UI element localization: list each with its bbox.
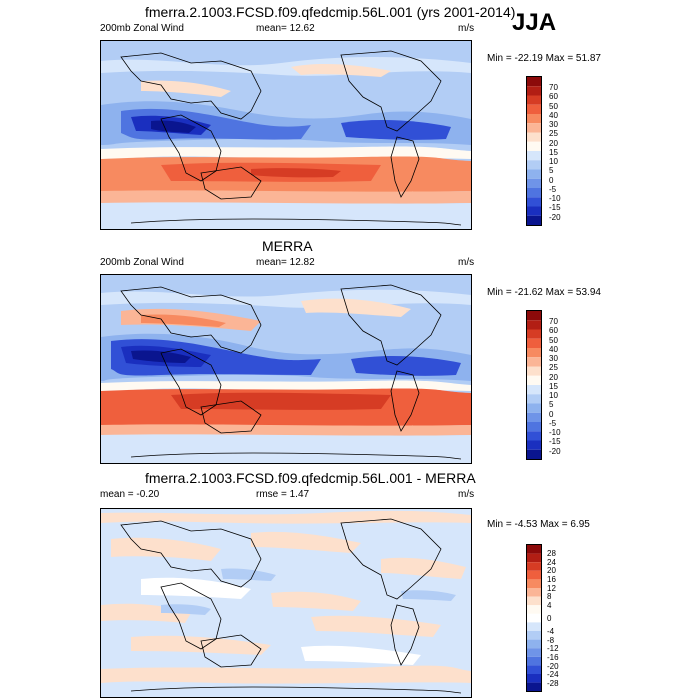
panel3-cb-tick: 20 xyxy=(547,566,556,575)
panel3-cb-tick: 4 xyxy=(547,601,552,610)
panel3-rmse-label: rmse = 1.47 xyxy=(256,489,310,500)
panel2-field-label: 200mb Zonal Wind xyxy=(100,257,184,268)
panel1-cb-tick: 70 xyxy=(549,83,558,92)
panel2-cb-tick: -15 xyxy=(549,437,561,446)
panel3-colorbar xyxy=(526,544,542,692)
panel2-cb-tick: -20 xyxy=(549,447,561,456)
panel1-cb-tick: 30 xyxy=(549,120,558,129)
panel1-cb-tick: 0 xyxy=(549,176,554,185)
panel2-cb-tick: 5 xyxy=(549,400,554,409)
panel2-colorbar-scale xyxy=(527,311,541,459)
panel1-cb-tick: 50 xyxy=(549,102,558,111)
panel1-cb-tick: 60 xyxy=(549,92,558,101)
panel3-colorbar-scale xyxy=(527,545,541,691)
panel3-cb-tick: -24 xyxy=(547,670,559,679)
panel3-cb-tick: -8 xyxy=(547,636,555,645)
panel3-cb-tick: -12 xyxy=(547,644,559,653)
panel3-cb-tick: -28 xyxy=(547,679,559,688)
panel1-cb-tick: -20 xyxy=(549,213,561,222)
panel2-colorbar xyxy=(526,310,542,460)
panel3-cb-tick: 28 xyxy=(547,549,556,558)
panel3-mean-label: mean = -0.20 xyxy=(100,489,160,500)
panel2-cb-tick: 70 xyxy=(549,317,558,326)
panel2-cb-tick: 40 xyxy=(549,345,558,354)
panel2-cb-tick: 60 xyxy=(549,326,558,335)
panel2-cb-tick: 30 xyxy=(549,354,558,363)
panel2-minmax: Min = -21.62 Max = 53.94 xyxy=(487,287,601,298)
panel1-cb-tick: 5 xyxy=(549,166,554,175)
panel3-cb-tick: 24 xyxy=(547,558,556,567)
panel1-colorbar-scale xyxy=(527,77,541,225)
panel2-cb-tick: 10 xyxy=(549,391,558,400)
panel1-cb-tick: 40 xyxy=(549,111,558,120)
panel2-cb-tick: 50 xyxy=(549,336,558,345)
panel1-cb-tick: -5 xyxy=(549,185,557,194)
panel3-difference-field xyxy=(101,509,471,697)
panel3-units-label: m/s xyxy=(458,489,475,500)
panel1-units-label: m/s xyxy=(458,23,475,34)
panel1-colorbar xyxy=(526,76,542,226)
panel3-minmax: Min = -4.53 Max = 6.95 xyxy=(487,519,590,530)
panel1-map xyxy=(100,40,472,230)
panel1-cb-tick: 10 xyxy=(549,157,558,166)
panel1-cb-tick: 15 xyxy=(549,148,558,157)
panel2-cb-tick: -5 xyxy=(549,419,557,428)
panel2-title: MERRA xyxy=(262,238,313,254)
panel3-cb-tick: 12 xyxy=(547,584,556,593)
season-label: JJA xyxy=(512,9,557,36)
panel2-mean-label: mean= 12.82 xyxy=(256,257,315,268)
panel2-wind-field xyxy=(101,275,471,463)
panel2-cb-tick: 15 xyxy=(549,382,558,391)
panel2-cb-tick: 20 xyxy=(549,373,558,382)
panel2-map xyxy=(100,274,472,464)
panel3-cb-tick: 8 xyxy=(547,592,552,601)
panel1-field-label: 200mb Zonal Wind xyxy=(100,23,184,34)
panel1-cb-tick: -15 xyxy=(549,203,561,212)
panel3-title: fmerra.2.1003.FCSD.f09.qfedcmip.56L.001 … xyxy=(145,470,476,486)
panel1-cb-tick: 25 xyxy=(549,129,558,138)
panel2-cb-tick: 25 xyxy=(549,363,558,372)
panel3-cb-tick: -16 xyxy=(547,653,559,662)
panel1-title: fmerra.2.1003.FCSD.f09.qfedcmip.56L.001 … xyxy=(145,4,516,20)
panel3-cb-tick: 16 xyxy=(547,575,556,584)
panel1-cb-tick: 20 xyxy=(549,139,558,148)
panel3-cb-tick: 0 xyxy=(547,614,552,623)
panel3-cb-tick: -4 xyxy=(547,627,555,636)
panel2-cb-tick: 0 xyxy=(549,410,554,419)
panel1-mean-label: mean= 12.62 xyxy=(256,23,315,34)
panel3-cb-tick: -20 xyxy=(547,662,559,671)
panel2-units-label: m/s xyxy=(458,257,475,268)
panel3-map xyxy=(100,508,472,698)
panel1-wind-field xyxy=(101,41,471,229)
panel1-cb-tick: -10 xyxy=(549,194,561,203)
panel2-cb-tick: -10 xyxy=(549,428,561,437)
panel1-minmax: Min = -22.19 Max = 51.87 xyxy=(487,53,601,64)
